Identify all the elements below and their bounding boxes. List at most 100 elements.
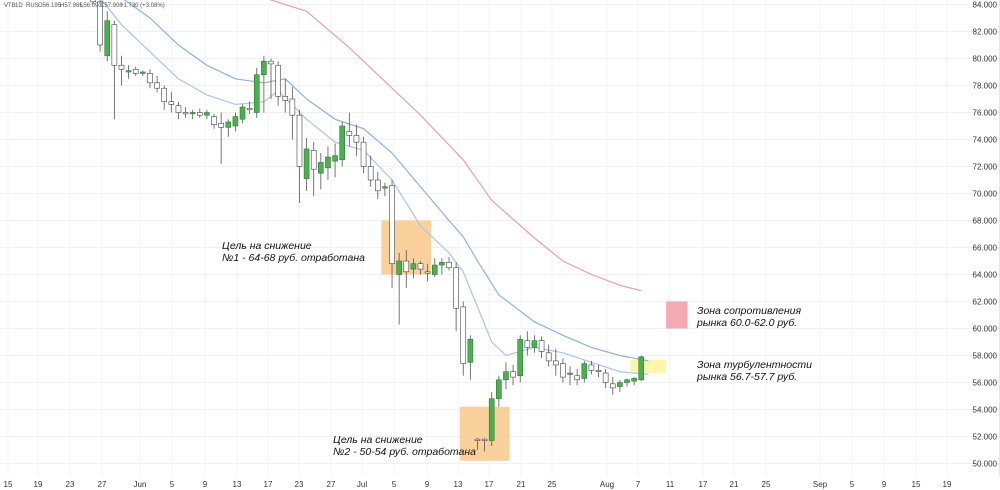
- candle: [246, 101, 253, 114]
- candle-body-up: [467, 338, 474, 363]
- grid: [0, 0, 1000, 476]
- header-open: O56.195: [38, 3, 62, 9]
- candle: [524, 331, 531, 356]
- candle-body-up: [382, 186, 388, 189]
- zone-box-target2: [459, 406, 510, 461]
- candle: [396, 252, 402, 325]
- candle: [531, 335, 538, 353]
- date-tick-label: 5: [850, 480, 855, 489]
- candle-body-up: [204, 112, 210, 116]
- zone-box-turbulence: [630, 359, 667, 374]
- candle: [538, 336, 545, 359]
- candle: [303, 138, 310, 191]
- candle-body-down: [595, 370, 602, 373]
- candle: [624, 378, 630, 387]
- price-tick-label: 52.000: [973, 433, 998, 442]
- candle-body-down: [367, 166, 374, 181]
- date-tick-label: 7: [636, 480, 641, 489]
- annotation-target1-line: Цель на снижение: [222, 240, 312, 252]
- candle-body-up: [104, 20, 111, 57]
- candle-body-down: [460, 306, 467, 364]
- date-tick-label: 19: [34, 480, 43, 489]
- date-tick-label: 23: [295, 480, 304, 489]
- candle: [90, 0, 96, 5]
- candle: [104, 11, 111, 62]
- candle-body-down: [552, 360, 559, 366]
- candle-body-up: [332, 155, 338, 162]
- candle: [132, 66, 139, 77]
- candle-body-down: [510, 371, 516, 378]
- date-tick-label: 5: [392, 480, 397, 489]
- date-tick-label: 23: [66, 480, 75, 489]
- annotation-target2-line: №2 - 50-54 руб. отработана: [333, 446, 476, 458]
- candle-body-down: [275, 64, 281, 97]
- candle: [552, 348, 559, 376]
- header-change: +1.730 (+3.08%): [120, 3, 165, 9]
- candle-body-up: [253, 74, 260, 113]
- candle: [225, 119, 232, 137]
- candle: [374, 171, 381, 199]
- price-tick-label: 70.000: [973, 190, 998, 199]
- candle: [147, 69, 153, 89]
- candle-body-up: [431, 264, 438, 275]
- candle: [417, 261, 424, 275]
- price-tick-label: 64.000: [973, 271, 998, 280]
- candle: [545, 344, 552, 367]
- candle: [431, 258, 438, 278]
- candle-body-up: [531, 340, 538, 348]
- candle-body-down: [168, 101, 175, 105]
- date-tick-label: Jun: [134, 480, 147, 489]
- date-tick-label: 19: [943, 480, 952, 489]
- header-high: H57.985: [60, 3, 83, 9]
- candle-body-up: [503, 371, 509, 381]
- candle-body-up: [225, 121, 232, 128]
- candle-body-down: [161, 87, 167, 102]
- candle-body-up: [631, 378, 637, 382]
- candle-body-down: [132, 69, 139, 74]
- candle-body-up: [624, 379, 630, 383]
- candle-body-up: [617, 382, 623, 387]
- annotation-resistance-line: рынка 60.0-62.0 руб.: [696, 317, 797, 329]
- candle-body-down: [90, 0, 96, 3]
- candle: [325, 146, 331, 180]
- candle-body-down: [588, 364, 595, 371]
- candle-body-down: [545, 352, 552, 362]
- candle: [453, 262, 459, 332]
- candle: [617, 379, 623, 392]
- candle-body-down: [310, 150, 317, 170]
- date-tick-label: 9: [425, 480, 430, 489]
- candle: [560, 358, 566, 383]
- candle: [140, 70, 146, 77]
- candle-body-down: [417, 263, 424, 270]
- candle-body-down: [360, 141, 367, 167]
- candle: [446, 256, 452, 271]
- candle-body-down: [175, 105, 182, 113]
- candle: [488, 391, 495, 446]
- price-tick-label: 74.000: [973, 136, 998, 145]
- candle: [609, 377, 616, 395]
- candle-body-down: [211, 116, 217, 125]
- axes: 84.000 82.000 80.000 78.000 76.000 74.000 72.0…: [4, 0, 1000, 489]
- candle: [182, 107, 189, 118]
- candle-body-up: [638, 356, 645, 381]
- header-interval: 1D: [15, 3, 23, 9]
- annotation-turbulence-line: Зона турбулентности: [697, 359, 812, 371]
- price-tick-label: 80.000: [973, 55, 998, 64]
- price-tick-label: 68.000: [973, 217, 998, 226]
- candle-body-down: [446, 262, 452, 269]
- date-tick-label: Aug: [600, 480, 614, 489]
- candle-body-down: [481, 438, 488, 441]
- candle-body-down: [353, 135, 360, 143]
- date-tick-label: 15: [4, 480, 13, 489]
- candle-body-down: [289, 98, 296, 116]
- candle: [296, 109, 303, 203]
- candle-body-up: [439, 262, 445, 266]
- candle-body-down: [296, 114, 303, 167]
- zone-box-resistance: [666, 301, 688, 329]
- candle-body-up: [567, 372, 573, 375]
- annotation-resistance-line: Зона сопротивления: [697, 305, 801, 317]
- annotation-target1-line: №1 - 64-68 руб. отработана: [222, 252, 365, 264]
- date-tick-label: 11: [666, 480, 675, 489]
- candle: [268, 58, 274, 99]
